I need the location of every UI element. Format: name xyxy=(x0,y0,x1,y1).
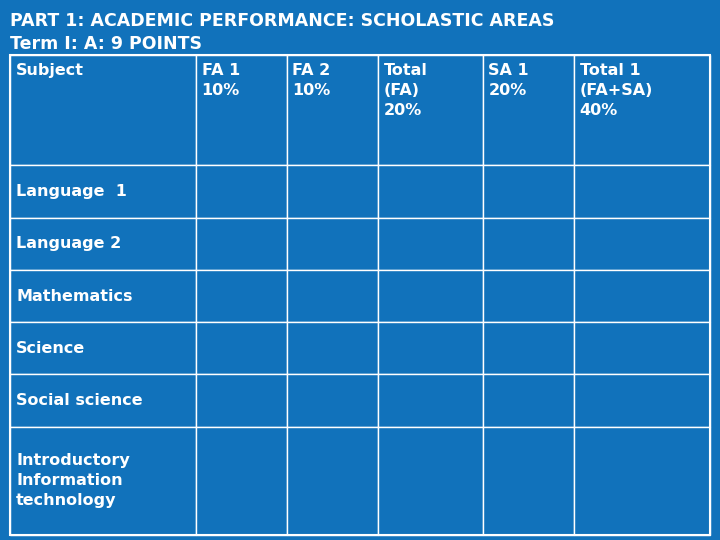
Bar xyxy=(10,427,196,535)
Bar xyxy=(10,55,710,535)
Bar xyxy=(10,218,196,270)
Bar xyxy=(482,218,574,270)
Bar xyxy=(377,322,482,374)
Bar xyxy=(10,55,196,165)
Bar xyxy=(196,322,287,374)
Bar xyxy=(287,427,377,535)
Text: FA 2
10%: FA 2 10% xyxy=(292,63,330,98)
Bar xyxy=(574,427,710,535)
Text: Science: Science xyxy=(16,341,85,356)
Bar xyxy=(287,374,377,427)
Bar xyxy=(574,218,710,270)
Bar xyxy=(482,165,574,218)
Bar xyxy=(482,374,574,427)
Text: SA 1
20%: SA 1 20% xyxy=(488,63,529,98)
Text: Language 2: Language 2 xyxy=(16,237,121,251)
Bar xyxy=(482,55,574,165)
Bar xyxy=(482,270,574,322)
Bar xyxy=(10,165,196,218)
Text: Term I: A: 9 POINTS: Term I: A: 9 POINTS xyxy=(10,35,202,53)
Bar xyxy=(482,322,574,374)
Text: Total 1
(FA+SA)
40%: Total 1 (FA+SA) 40% xyxy=(580,63,653,118)
Text: Total
(FA)
20%: Total (FA) 20% xyxy=(384,63,428,118)
Bar xyxy=(196,427,287,535)
Bar xyxy=(377,218,482,270)
Bar xyxy=(10,270,196,322)
Bar xyxy=(196,270,287,322)
Bar xyxy=(196,374,287,427)
Text: Introductory
Information
technology: Introductory Information technology xyxy=(16,454,130,508)
Bar xyxy=(377,165,482,218)
Bar xyxy=(10,374,196,427)
Bar xyxy=(196,165,287,218)
Bar xyxy=(287,55,377,165)
Bar xyxy=(196,218,287,270)
Bar xyxy=(377,427,482,535)
Bar xyxy=(377,374,482,427)
Bar xyxy=(287,165,377,218)
Bar xyxy=(196,55,287,165)
Text: Social science: Social science xyxy=(16,393,143,408)
Bar xyxy=(287,270,377,322)
Bar xyxy=(574,55,710,165)
Bar xyxy=(574,374,710,427)
Bar xyxy=(574,165,710,218)
Bar xyxy=(377,270,482,322)
Text: Language  1: Language 1 xyxy=(16,184,127,199)
Bar xyxy=(574,322,710,374)
Bar xyxy=(482,427,574,535)
Bar xyxy=(377,55,482,165)
Bar xyxy=(287,218,377,270)
Bar xyxy=(574,270,710,322)
Text: Subject: Subject xyxy=(16,63,84,78)
Text: Mathematics: Mathematics xyxy=(16,288,132,303)
Bar xyxy=(10,322,196,374)
Bar xyxy=(287,322,377,374)
Text: PART 1: ACADEMIC PERFORMANCE: SCHOLASTIC AREAS: PART 1: ACADEMIC PERFORMANCE: SCHOLASTIC… xyxy=(10,12,554,30)
Text: FA 1
10%: FA 1 10% xyxy=(202,63,240,98)
